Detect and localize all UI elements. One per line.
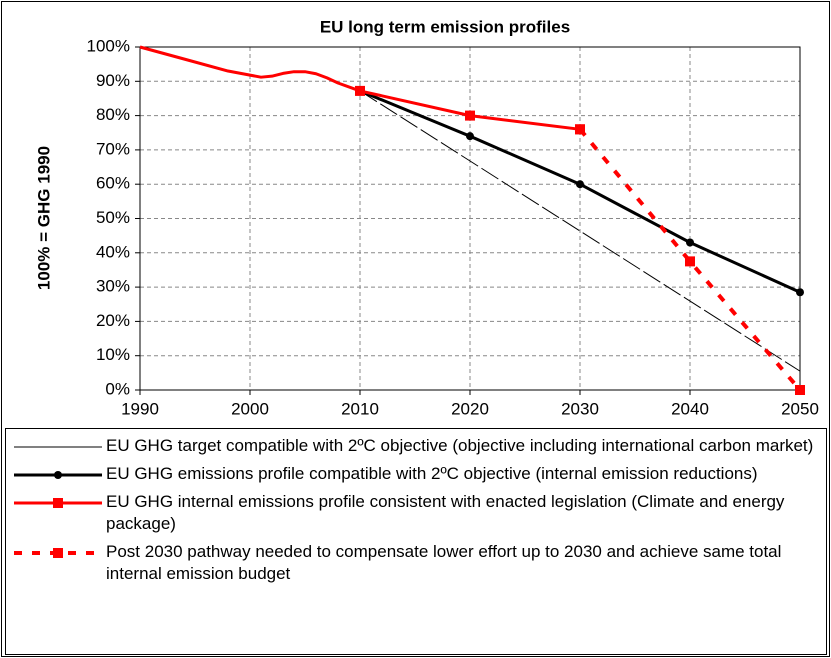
marker: [685, 256, 695, 267]
plot-border: [139, 46, 801, 391]
legend-icon: [14, 446, 102, 448]
legend-icon: [14, 548, 102, 558]
marker: [465, 110, 475, 121]
x-tick-label: 2030: [561, 399, 599, 418]
marker: [575, 124, 585, 135]
y-tick-label: 60%: [96, 174, 130, 193]
marker: [576, 180, 584, 189]
y-tick-label: 0%: [105, 379, 130, 398]
y-tick-label: 20%: [96, 311, 130, 330]
x-tick-label: 2020: [451, 399, 489, 418]
y-tick-label: 10%: [96, 345, 130, 364]
chart-title: EU long term emission profiles: [320, 17, 570, 36]
y-tick-label: 50%: [96, 208, 130, 227]
marker: [54, 471, 62, 479]
series-line: [578, 128, 802, 392]
marker: [53, 498, 63, 508]
y-tick-label: 30%: [96, 277, 130, 296]
x-tick-label: 2040: [671, 399, 709, 418]
legend-entry: Post 2030 pathway needed to compensate l…: [6, 541, 826, 585]
legend-icon: [14, 471, 102, 479]
legend-entry: EU GHG target compatible with 2ºC object…: [6, 435, 826, 457]
marker: [796, 288, 804, 297]
legend: EU GHG target compatible with 2ºC object…: [5, 428, 827, 655]
x-tick-label: 1990: [121, 399, 159, 418]
x-tick-label: 2010: [341, 399, 379, 418]
series-line: [359, 90, 801, 372]
legend-entry: EU GHG emissions profile compatible with…: [6, 463, 826, 485]
x-tick-label: 2050: [781, 399, 819, 418]
y-tick-label: 80%: [96, 105, 130, 124]
legend-icon: [14, 498, 102, 508]
y-tick-label: 40%: [96, 242, 130, 261]
legend-entry: EU GHG internal emissions profile consis…: [6, 491, 826, 535]
marker: [686, 238, 694, 247]
x-tick-label: 2000: [231, 399, 269, 418]
y-tick-label: 90%: [96, 71, 130, 90]
marker: [466, 132, 474, 141]
marker: [53, 548, 63, 558]
legend-label: EU GHG internal emissions profile consis…: [106, 492, 785, 533]
y-axis-label: 100% = GHG 1990: [34, 146, 53, 290]
legend-label: EU GHG emissions profile compatible with…: [106, 464, 758, 483]
marker: [355, 85, 365, 96]
marker: [795, 385, 805, 395]
legend-label: EU GHG target compatible with 2ºC object…: [106, 436, 814, 455]
series-line: [139, 45, 361, 93]
legend-label: Post 2030 pathway needed to compensate l…: [106, 542, 782, 583]
y-tick-label: 100%: [87, 36, 130, 55]
y-tick-label: 70%: [96, 139, 130, 158]
